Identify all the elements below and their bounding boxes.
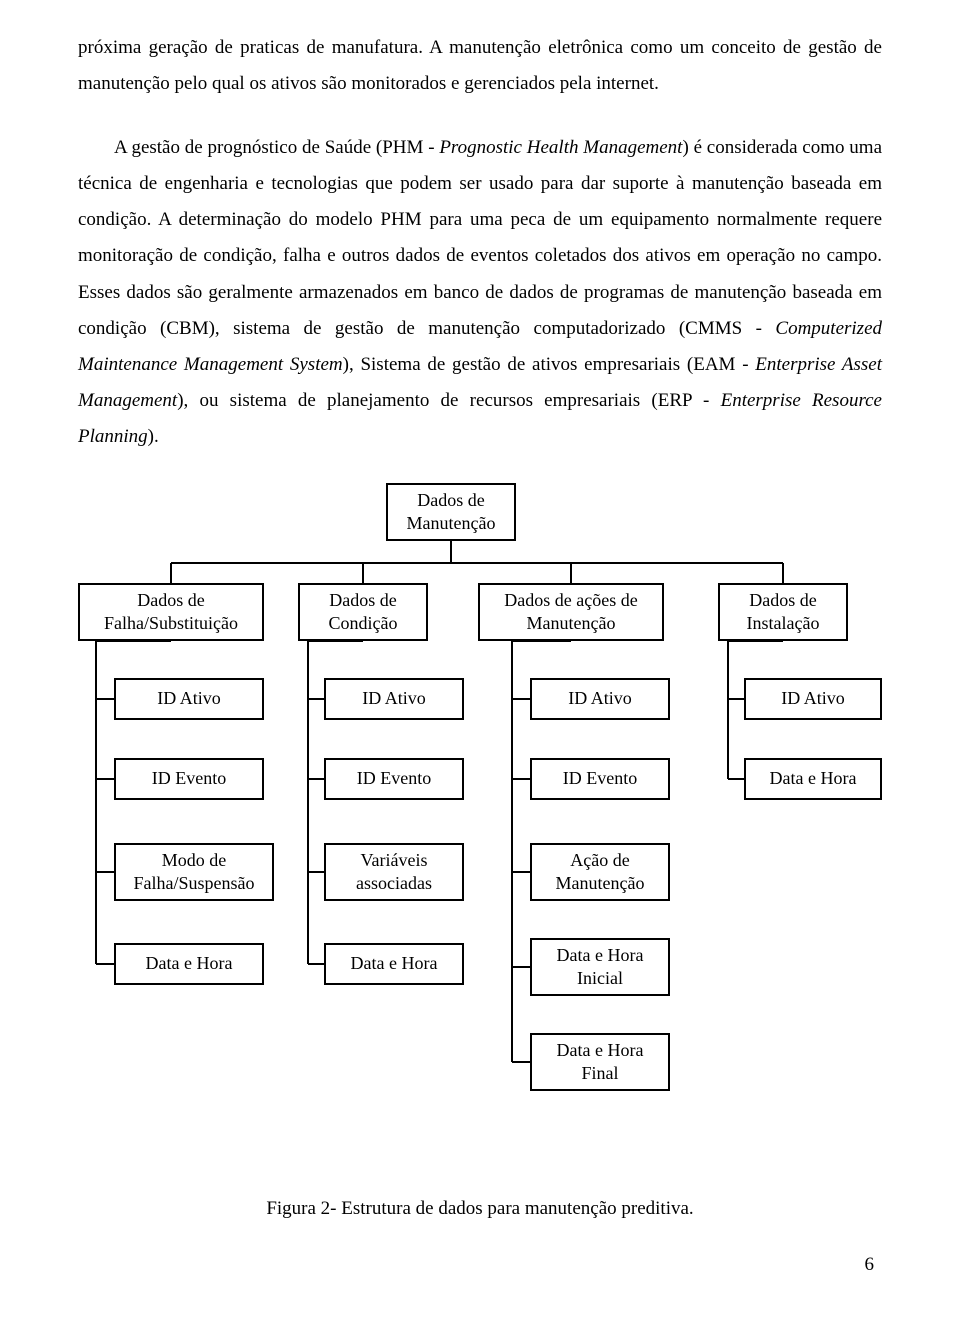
paragraph-1: próxima geração de praticas de manufatur… <box>78 30 882 102</box>
node-b1: Dados deFalha/Substituição <box>78 583 264 641</box>
text: ) é considerada como uma técnica de enge… <box>78 137 882 338</box>
node-b3: Dados de ações deManutenção <box>478 583 664 641</box>
paragraph-2: A gestão de prognóstico de Saúde (PHM - … <box>78 130 882 455</box>
text: ), ou sistema de planejamento de recurso… <box>177 390 720 411</box>
italic-term: Prognostic Health Management <box>439 137 682 158</box>
node-b3n2: ID Evento <box>530 758 670 800</box>
page-number: 6 <box>78 1247 882 1283</box>
text: ), Sistema de gestão de ativos empresari… <box>343 354 756 375</box>
node-b3n1: ID Ativo <box>530 678 670 720</box>
node-b1n1: ID Ativo <box>114 678 264 720</box>
node-b2n1: ID Ativo <box>324 678 464 720</box>
node-b4n1: ID Ativo <box>744 678 882 720</box>
figure-caption: Figura 2- Estrutura de dados para manute… <box>78 1191 882 1227</box>
node-b3n3: Ação deManutenção <box>530 843 670 901</box>
text: A gestão de prognóstico de Saúde (PHM - <box>114 137 439 158</box>
node-b4: Dados deInstalação <box>718 583 848 641</box>
node-b2: Dados deCondição <box>298 583 428 641</box>
node-b1n3: Modo deFalha/Suspensão <box>114 843 274 901</box>
node-b1n4: Data e Hora <box>114 943 264 985</box>
node-root: Dados deManutenção <box>386 483 516 541</box>
node-b3n5: Data e HoraFinal <box>530 1033 670 1091</box>
node-b1n2: ID Evento <box>114 758 264 800</box>
node-b4n2: Data e Hora <box>744 758 882 800</box>
text: próxima geração de praticas de manufatur… <box>78 37 882 94</box>
node-b2n3: Variáveisassociadas <box>324 843 464 901</box>
tree-diagram: Dados deManutenção Dados deFalha/Substitu… <box>78 483 882 1173</box>
node-b3n4: Data e HoraInicial <box>530 938 670 996</box>
text: ). <box>148 426 159 447</box>
node-b2n4: Data e Hora <box>324 943 464 985</box>
node-b2n2: ID Evento <box>324 758 464 800</box>
